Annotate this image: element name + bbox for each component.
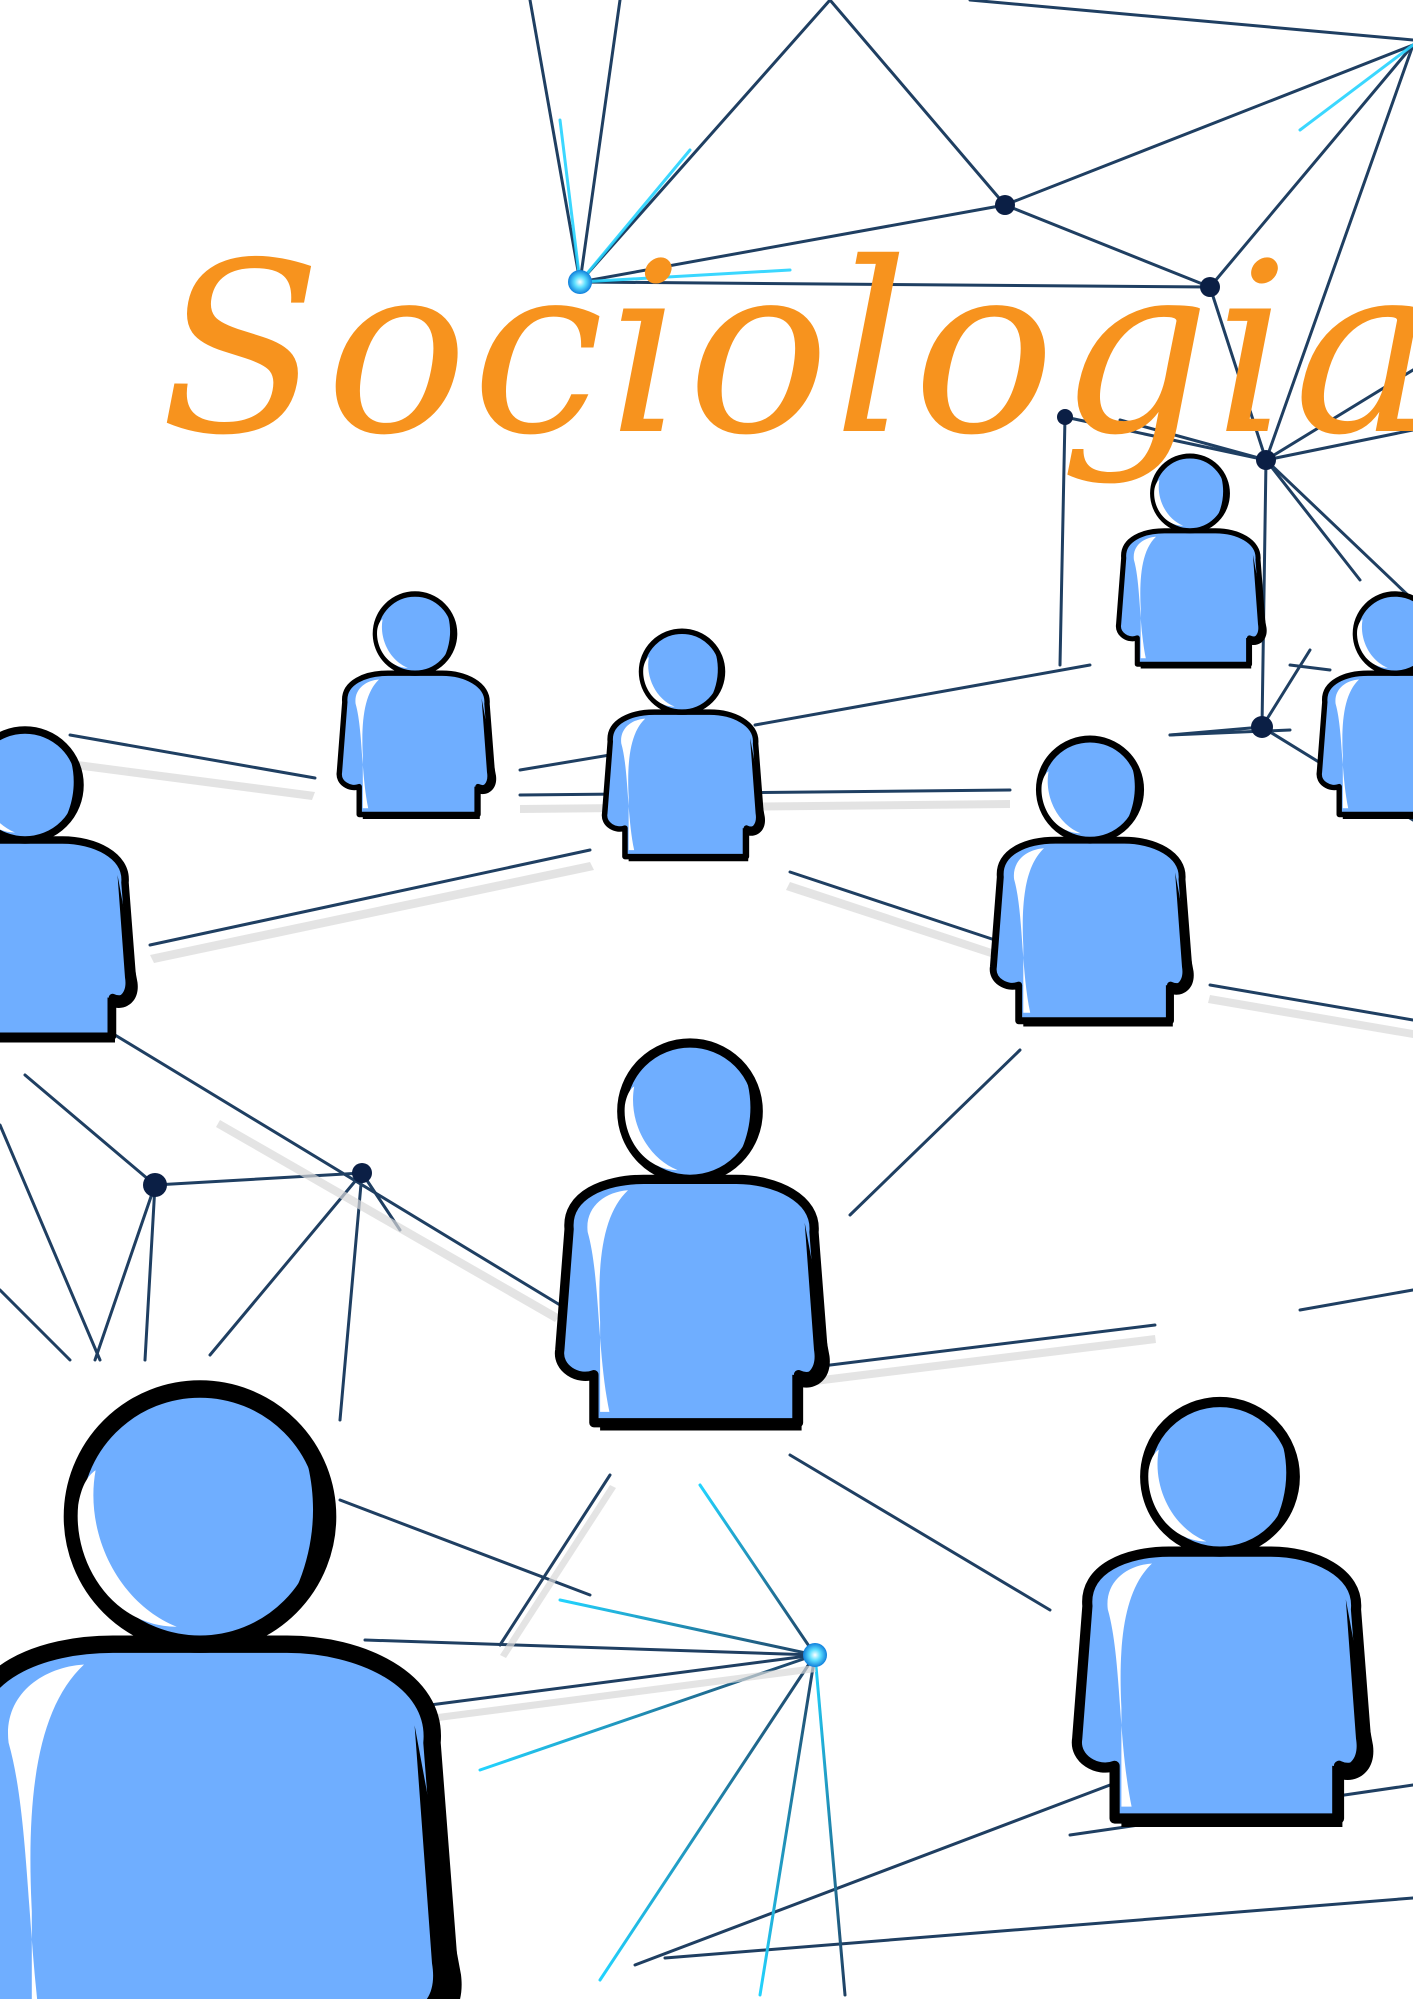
- person-icon: [1316, 591, 1413, 820]
- person-icon: [0, 1380, 462, 1999]
- cover-title: Sociologia: [160, 212, 1413, 487]
- person-icon: [601, 628, 766, 862]
- network-node-icon: [143, 195, 1276, 1197]
- person-icon: [0, 726, 138, 1043]
- person-icon: [989, 735, 1194, 1027]
- person-icon: [555, 1038, 830, 1431]
- person-icon: [1116, 453, 1267, 669]
- person-icon: [1071, 1396, 1374, 1827]
- person-icon: [336, 591, 497, 819]
